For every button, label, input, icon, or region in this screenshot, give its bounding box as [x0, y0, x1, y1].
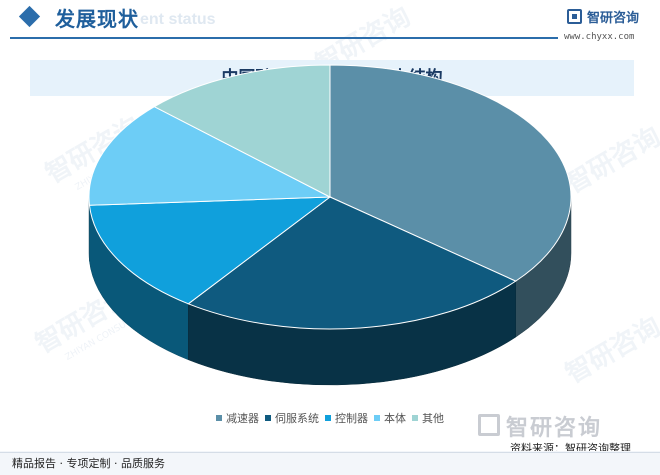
legend-label: 本体 [384, 412, 406, 425]
legend-item[interactable]: 减速器 [216, 410, 259, 426]
legend-swatch [374, 415, 380, 421]
header-divider [10, 37, 558, 39]
section-header: ent status 发展现状 智研咨询 www.chyxx.com [0, 0, 660, 44]
legend-swatch [265, 415, 271, 421]
legend-label: 控制器 [335, 412, 368, 425]
legend-item[interactable]: 伺服系统 [265, 410, 319, 426]
footer-logo-icon [478, 414, 500, 436]
pie-slice-3[interactable] [88, 106, 332, 206]
pie-slice-0[interactable] [329, 64, 572, 282]
legend-item[interactable]: 本体 [374, 410, 406, 426]
legend-swatch [216, 415, 222, 421]
legend-swatch [412, 415, 418, 421]
legend-label: 减速器 [226, 412, 259, 425]
footer-divider [0, 452, 660, 453]
footer-services: 精品报告 · 专项定制 · 品质服务 [12, 457, 165, 470]
website-url: www.chyxx.com [564, 32, 635, 42]
footer-watermark: 智研咨询 [506, 416, 603, 441]
section-subtitle: ent status [140, 11, 216, 28]
footer-bar [0, 451, 660, 475]
logo-text: 智研咨询 [587, 11, 640, 26]
pie-slice-1[interactable] [187, 196, 517, 330]
legend-item[interactable]: 其他 [412, 410, 444, 426]
pie-slice-2[interactable] [88, 196, 332, 305]
legend-swatch [325, 415, 331, 421]
legend-item[interactable]: 控制器 [325, 410, 368, 426]
logo-icon [567, 9, 582, 24]
legend-label: 伺服系统 [275, 412, 319, 425]
section-title: 发展现状 [55, 7, 139, 31]
legend-label: 其他 [422, 412, 444, 425]
pie-slice-4[interactable] [153, 64, 331, 198]
chart-legend: 减速器 伺服系统 控制器 本体 其他 [0, 410, 660, 426]
